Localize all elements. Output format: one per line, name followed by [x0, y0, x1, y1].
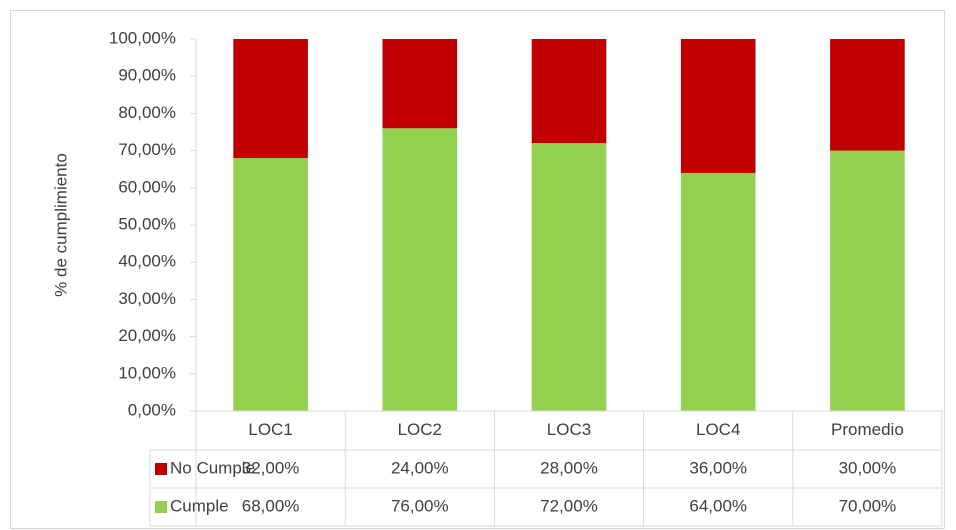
y-tick-label: 10,00%	[118, 363, 176, 382]
data-table-value: 68,00%	[242, 496, 300, 515]
y-tick-label: 50,00%	[118, 214, 176, 233]
data-table-value: 32,00%	[242, 458, 300, 477]
x-tick-label: LOC4	[696, 420, 740, 439]
data-table-value: 24,00%	[391, 458, 449, 477]
bar-segment	[531, 143, 607, 411]
x-tick-label: Promedio	[831, 420, 904, 439]
bar-segment	[830, 150, 905, 411]
bar-segment	[382, 39, 458, 129]
x-tick-label: LOC2	[398, 420, 442, 439]
y-tick-label: 60,00%	[118, 177, 176, 196]
y-tick-label: 90,00%	[118, 66, 176, 85]
data-table-value: 36,00%	[689, 458, 747, 477]
legend-label: Cumple	[170, 496, 229, 515]
data-table-value: 70,00%	[839, 496, 897, 515]
data-table-value: 72,00%	[540, 496, 598, 515]
y-tick-label: 80,00%	[118, 103, 176, 122]
data-table-value: 28,00%	[540, 458, 598, 477]
bar-segment	[382, 128, 458, 411]
legend-swatch	[155, 463, 167, 475]
y-tick-label: 20,00%	[118, 326, 176, 345]
x-tick-label: LOC1	[248, 420, 292, 439]
y-tick-label: 30,00%	[118, 289, 176, 308]
y-tick-label: 0,00%	[128, 400, 176, 419]
y-axis-label: % de cumplimiento	[51, 153, 70, 297]
bar-segment	[233, 158, 308, 411]
x-tick-label: LOC3	[547, 420, 591, 439]
data-table-value: 64,00%	[689, 496, 747, 515]
bar-segment	[680, 39, 756, 173]
y-tick-label: 70,00%	[118, 140, 176, 159]
chart-border	[10, 10, 945, 529]
data-table-value: 30,00%	[839, 458, 897, 477]
y-tick-label: 40,00%	[118, 252, 176, 271]
bar-segment	[531, 39, 607, 144]
bar-segment	[830, 39, 905, 151]
bar-segment	[680, 172, 756, 411]
bar-segment	[233, 39, 308, 159]
legend-swatch	[155, 501, 167, 513]
legend-label: No Cumple	[170, 458, 255, 477]
y-tick-label: 100,00%	[109, 28, 176, 47]
data-table-value: 76,00%	[391, 496, 449, 515]
